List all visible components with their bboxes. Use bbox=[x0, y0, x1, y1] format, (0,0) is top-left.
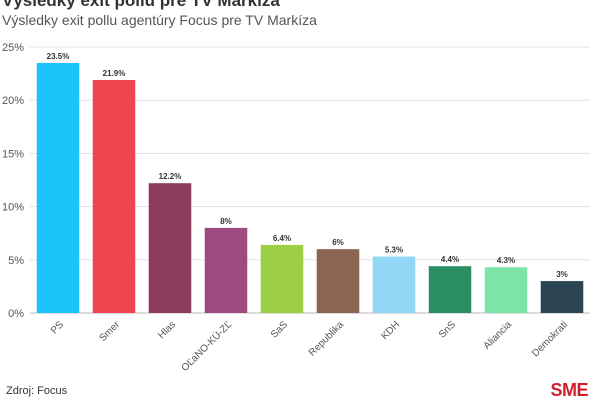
x-tick-label: Hlas bbox=[156, 319, 178, 341]
bar bbox=[260, 244, 304, 313]
bar bbox=[316, 249, 360, 313]
data-label: 6.4% bbox=[273, 234, 291, 243]
y-tick-label: 15% bbox=[2, 148, 24, 160]
x-tick-label: PS bbox=[49, 319, 66, 336]
y-tick-label: 0% bbox=[8, 308, 24, 320]
x-tick-label: OĽaNO-KÚ-ZĽ bbox=[178, 318, 234, 374]
x-tick-label: KDH bbox=[379, 319, 402, 342]
bar bbox=[92, 79, 136, 313]
y-tick-label: 10% bbox=[2, 202, 24, 214]
data-label: 6% bbox=[332, 238, 344, 247]
bar bbox=[204, 227, 248, 313]
data-label: 5.3% bbox=[385, 246, 403, 255]
y-tick-label: 5% bbox=[8, 255, 24, 267]
bar bbox=[36, 62, 80, 314]
x-tick-label: Demokrati bbox=[530, 319, 570, 359]
chart-title: Výsledky exit pollu pre TV Markíza bbox=[2, 0, 280, 10]
source-note: Zdroj: Focus bbox=[6, 385, 68, 397]
y-tick-label: 25% bbox=[2, 42, 24, 54]
bar bbox=[484, 267, 528, 313]
data-label: 3% bbox=[556, 270, 568, 279]
x-tick-label: Republika bbox=[307, 319, 347, 359]
chart-subtitle: Výsledky exit pollu agentúry Focus pre T… bbox=[2, 12, 317, 28]
data-label: 8% bbox=[220, 217, 232, 226]
bar bbox=[372, 256, 416, 313]
x-tick-label: Aliancia bbox=[482, 319, 515, 352]
data-label: 23.5% bbox=[47, 52, 70, 61]
sme-logo: SME bbox=[550, 380, 588, 400]
data-label: 4.3% bbox=[497, 256, 515, 265]
y-tick-label: 20% bbox=[2, 95, 24, 107]
x-tick-label: Smer bbox=[97, 319, 122, 344]
x-tick-label: SnS bbox=[437, 319, 458, 340]
data-label: 4.4% bbox=[441, 255, 459, 264]
bar bbox=[428, 266, 472, 313]
data-label: 12.2% bbox=[159, 172, 182, 181]
bar bbox=[148, 183, 192, 313]
data-label: 21.9% bbox=[103, 69, 126, 78]
x-tick-label: SaS bbox=[269, 319, 290, 340]
bar bbox=[540, 281, 584, 313]
